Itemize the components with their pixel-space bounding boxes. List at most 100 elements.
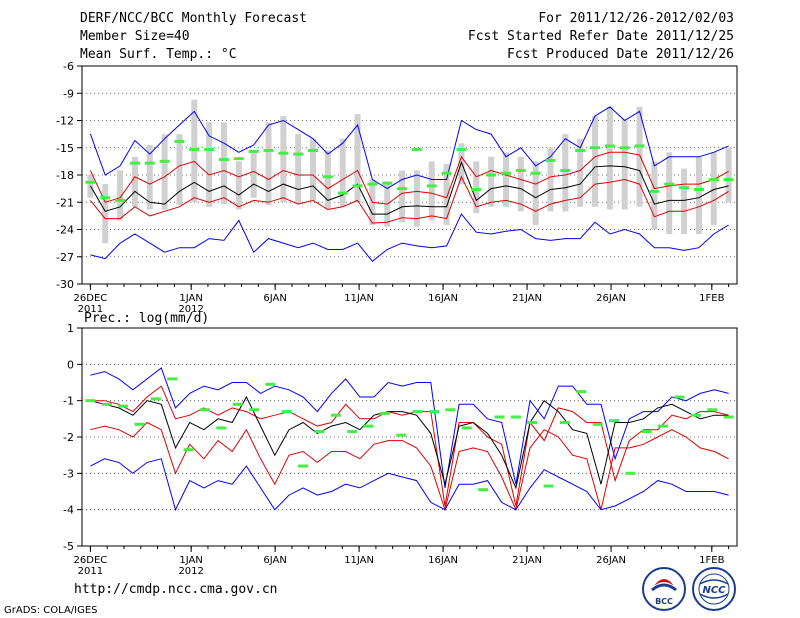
spread-box <box>621 118 628 210</box>
spread-box <box>413 170 420 227</box>
spread-box <box>651 161 658 230</box>
grads-credit: GrADS: COLA/IGES <box>4 605 98 616</box>
x-tick-sublabel: 2011 <box>78 304 103 315</box>
spread-box <box>547 147 554 212</box>
spread-box <box>280 115 287 203</box>
series-mean-line <box>90 395 729 490</box>
x-tick-sublabel: 2011 <box>78 566 103 577</box>
series-min-line <box>90 213 729 262</box>
spread-box <box>577 138 584 207</box>
x-tick-sublabel: 2012 <box>178 566 203 577</box>
bcc-logo-icon: BCC <box>642 567 686 611</box>
spread-box <box>695 156 702 235</box>
bcc-logo-text: BCC <box>655 597 673 606</box>
spread-box <box>502 152 509 207</box>
x-tick-label: 6JAN <box>263 293 286 304</box>
panel-title: Prec.: log(mm/d) <box>84 311 209 326</box>
temperature-label: Mean Surf. Temp.: °C <box>80 47 237 62</box>
series-lower-line <box>90 175 729 224</box>
spread-box <box>592 115 599 207</box>
y-tick-label: -12 <box>56 115 74 128</box>
x-tick-label: 16JAN <box>428 555 458 566</box>
spread-box <box>725 147 732 203</box>
y-tick-label: -3 <box>63 467 74 480</box>
spread-box <box>117 170 124 221</box>
x-tick-label: 26DEC <box>74 555 108 566</box>
spread-box <box>206 122 213 207</box>
y-tick-label: -30 <box>56 278 74 291</box>
series-min-line <box>90 458 729 512</box>
y-tick-label: -1 <box>63 395 74 408</box>
spread-box <box>161 134 168 210</box>
logos: BCC NCC <box>642 567 736 611</box>
spread-box <box>666 152 673 235</box>
series-max-line <box>90 367 729 488</box>
spread-box <box>681 168 688 235</box>
fcst-started-date: Fcst Started Refer Date 2011/12/25 <box>467 29 734 44</box>
x-tick-label: 11JAN <box>344 293 374 304</box>
x-tick-label: 26JAN <box>596 293 626 304</box>
spread-box <box>710 152 717 225</box>
source-url: http://cmdp.ncc.cma.gov.cn <box>74 582 278 597</box>
spread-box <box>473 161 480 214</box>
spread-box <box>235 161 242 210</box>
spread-box <box>146 145 153 210</box>
spread-box <box>562 134 569 212</box>
spread-box <box>517 156 524 212</box>
series-max-line <box>89 106 729 190</box>
spread-box <box>265 122 272 205</box>
series-mean-line <box>89 160 729 215</box>
spread-box <box>488 156 495 207</box>
ncc-logo-icon: NCC <box>692 567 736 611</box>
y-tick-label: -4 <box>63 504 74 517</box>
member-size: Member Size=40 <box>80 29 190 44</box>
x-tick-sublabel: 2012 <box>178 304 203 315</box>
y-tick-label: -15 <box>56 142 74 155</box>
spread-box <box>532 161 539 225</box>
x-tick-label: 1JAN <box>179 555 202 566</box>
x-tick-label: 26JAN <box>596 555 626 566</box>
y-tick-label: -9 <box>63 87 74 100</box>
spread-box <box>606 106 613 210</box>
series-lower-line <box>90 421 729 512</box>
y-tick-label: -2 <box>63 431 74 444</box>
y-tick-label: -6 <box>63 60 74 73</box>
spread-box <box>295 134 302 205</box>
fcst-produced-date: Fcst Produced Date 2011/12/26 <box>507 47 734 62</box>
x-tick-label: 21JAN <box>512 555 542 566</box>
forecast-period: For 2011/12/26-2012/02/03 <box>538 11 734 26</box>
spread-box <box>250 152 257 198</box>
x-tick-label: 11JAN <box>344 555 374 566</box>
spread-box <box>339 138 346 207</box>
spread-box <box>220 122 227 205</box>
spread-box <box>636 106 643 207</box>
spread-box <box>131 156 138 207</box>
x-tick-label: 26DEC <box>74 293 108 304</box>
spread-box <box>102 184 109 244</box>
spread-box <box>428 161 435 221</box>
y-tick-label: 0 <box>67 358 74 371</box>
y-tick-label: -18 <box>56 169 74 182</box>
spread-box <box>354 114 361 203</box>
x-tick-label: 21JAN <box>512 293 542 304</box>
spread-box <box>310 138 317 201</box>
y-tick-label: -27 <box>56 251 74 264</box>
series-upper-line <box>89 151 729 205</box>
x-tick-label: 1FEB <box>699 293 724 304</box>
spread-box <box>324 150 331 210</box>
x-tick-label: 16JAN <box>428 293 458 304</box>
y-tick-label: -21 <box>56 196 74 209</box>
y-tick-label: -5 <box>63 540 74 553</box>
x-tick-label: 6JAN <box>263 555 286 566</box>
chart-title: DERF/NCC/BCC Monthly Forecast <box>80 11 307 26</box>
x-tick-label: 1FEB <box>699 555 724 566</box>
x-tick-label: 1JAN <box>179 293 202 304</box>
spread-box <box>399 170 406 223</box>
spread-box <box>176 134 183 205</box>
y-tick-label: -24 <box>56 224 74 237</box>
spread-box <box>443 164 450 225</box>
ncc-logo-text: NCC <box>702 585 726 596</box>
